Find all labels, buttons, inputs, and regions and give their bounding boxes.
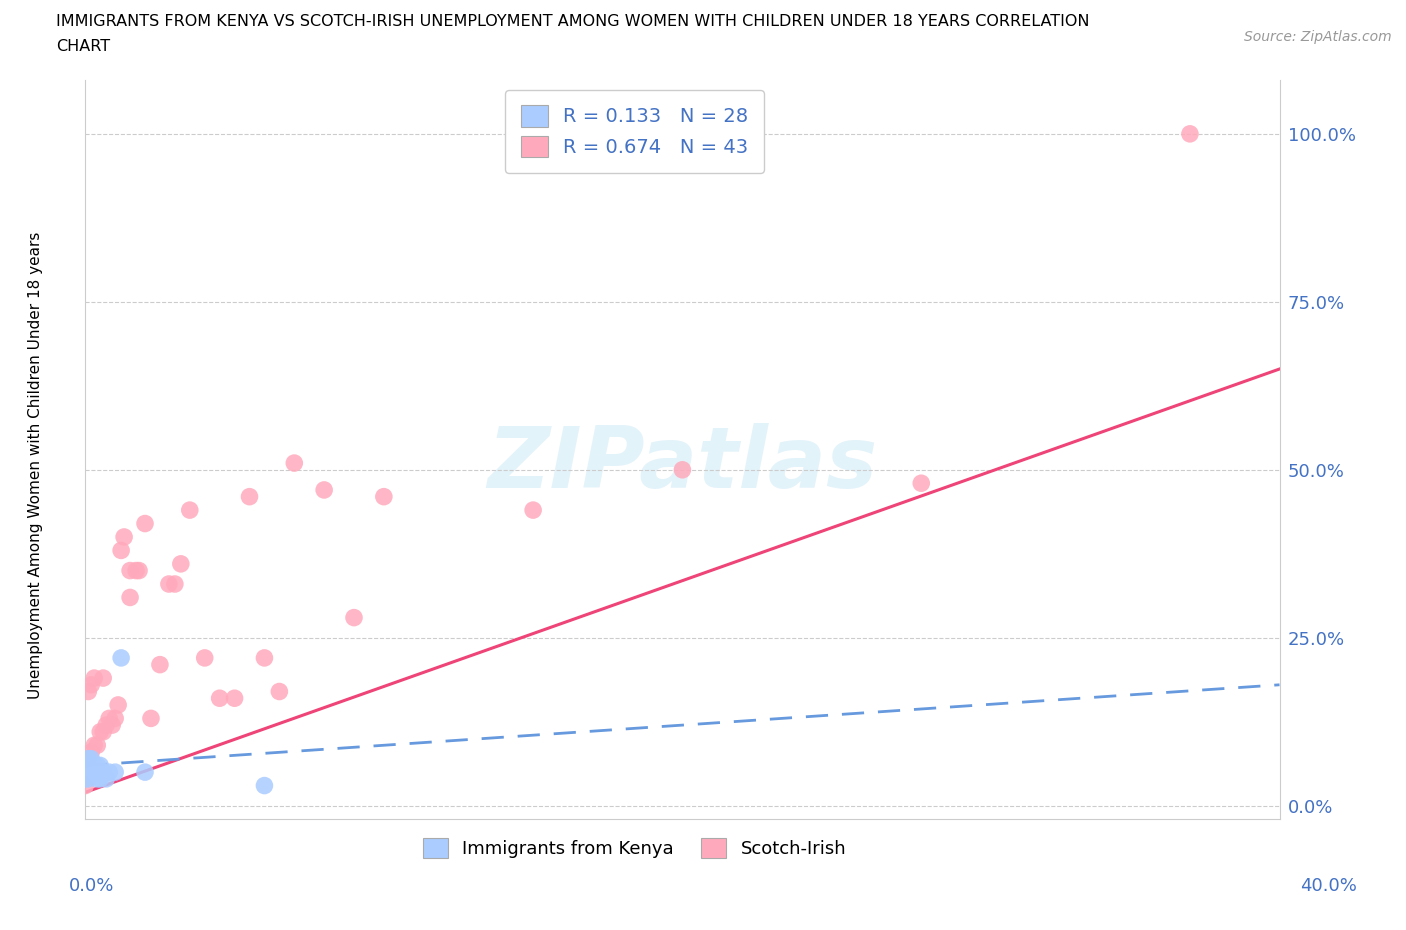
Point	[96, 771, 118, 786]
Point	[269, 684, 291, 699]
Point	[128, 564, 150, 578]
Point	[170, 556, 193, 571]
Point	[83, 671, 105, 685]
Point	[75, 771, 97, 786]
Point	[104, 764, 127, 779]
Point	[80, 677, 103, 692]
Point	[77, 751, 100, 766]
Point	[80, 758, 103, 773]
Point	[86, 758, 108, 773]
Point	[522, 502, 544, 517]
Point	[910, 476, 932, 491]
Point	[80, 751, 103, 766]
Point	[77, 764, 100, 779]
Text: CHART: CHART	[56, 39, 110, 54]
Point	[89, 724, 111, 739]
Text: 0.0%: 0.0%	[69, 877, 114, 895]
Point	[343, 610, 366, 625]
Point	[86, 737, 108, 752]
Point	[194, 650, 217, 665]
Point	[253, 778, 276, 793]
Point	[238, 489, 260, 504]
Point	[83, 764, 105, 779]
Point	[98, 711, 121, 725]
Point	[139, 711, 162, 725]
Point	[110, 650, 132, 665]
Point	[671, 462, 693, 477]
Point	[91, 724, 114, 739]
Point	[75, 764, 97, 779]
Point	[314, 483, 336, 498]
Point	[75, 778, 97, 793]
Text: IMMIGRANTS FROM KENYA VS SCOTCH-IRISH UNEMPLOYMENT AMONG WOMEN WITH CHILDREN UND: IMMIGRANTS FROM KENYA VS SCOTCH-IRISH UN…	[56, 14, 1090, 29]
Text: Unemployment Among Women with Children Under 18 years: Unemployment Among Women with Children U…	[28, 232, 42, 698]
Point	[80, 764, 103, 779]
Point	[77, 764, 100, 779]
Point	[77, 751, 100, 766]
Point	[110, 543, 132, 558]
Point	[1178, 126, 1201, 141]
Point	[107, 698, 129, 712]
Text: 40.0%: 40.0%	[1301, 877, 1357, 895]
Point	[75, 758, 97, 773]
Point	[208, 691, 231, 706]
Point	[253, 650, 276, 665]
Point	[77, 684, 100, 699]
Point	[101, 718, 124, 733]
Point	[120, 564, 142, 578]
Point	[77, 758, 100, 773]
Point	[89, 771, 111, 786]
Point	[104, 711, 127, 725]
Point	[77, 771, 100, 786]
Point	[125, 564, 148, 578]
Point	[224, 691, 246, 706]
Point	[157, 577, 180, 591]
Point	[91, 764, 114, 779]
Point	[134, 516, 156, 531]
Point	[179, 502, 201, 517]
Text: Source: ZipAtlas.com: Source: ZipAtlas.com	[1244, 30, 1392, 44]
Point	[112, 529, 135, 544]
Point	[83, 764, 105, 779]
Point	[149, 658, 172, 672]
Legend: Immigrants from Kenya, Scotch-Irish: Immigrants from Kenya, Scotch-Irish	[416, 831, 853, 866]
Point	[86, 771, 108, 786]
Point	[91, 671, 114, 685]
Text: ZIPatlas: ZIPatlas	[488, 423, 877, 506]
Point	[83, 758, 105, 773]
Point	[91, 764, 114, 779]
Point	[373, 489, 395, 504]
Point	[283, 456, 305, 471]
Point	[163, 577, 186, 591]
Point	[89, 764, 111, 779]
Point	[89, 758, 111, 773]
Point	[80, 764, 103, 779]
Point	[80, 745, 103, 760]
Point	[98, 764, 121, 779]
Point	[96, 718, 118, 733]
Point	[120, 590, 142, 604]
Point	[83, 737, 105, 752]
Point	[134, 764, 156, 779]
